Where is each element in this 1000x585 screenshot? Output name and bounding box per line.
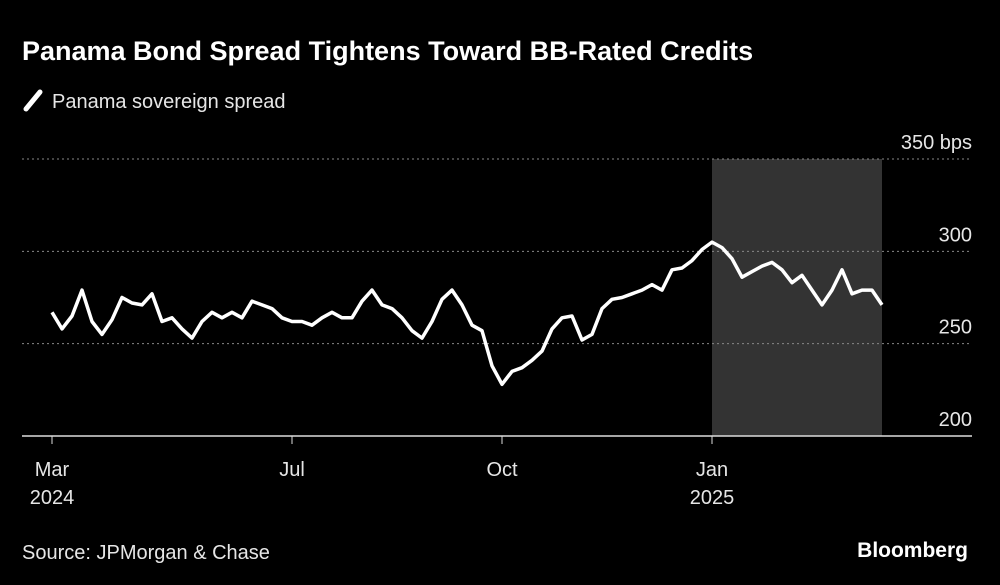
legend-label: Panama sovereign spread bbox=[52, 91, 285, 113]
x-tick-label: Oct bbox=[486, 459, 518, 481]
y-tick-label: 200 bbox=[939, 409, 972, 431]
chart-title: Panama Bond Spread Tightens Toward BB-Ra… bbox=[22, 36, 753, 66]
brand: Bloomberg bbox=[857, 539, 968, 562]
y-tick-label: 350 bps bbox=[901, 132, 972, 154]
highlight-span bbox=[712, 159, 882, 436]
x-tick-label: Jul bbox=[279, 459, 305, 481]
x-tick-label: Jan 2025 bbox=[690, 459, 735, 509]
y-tick-label: 300 bbox=[939, 224, 972, 246]
y-tick-label: 250 bbox=[939, 317, 972, 339]
x-tick-label: Mar 2024 bbox=[30, 459, 75, 509]
source: Source: JPMorgan & Chase bbox=[22, 542, 270, 564]
legend-swatch bbox=[23, 89, 43, 112]
line-series bbox=[50, 240, 884, 387]
